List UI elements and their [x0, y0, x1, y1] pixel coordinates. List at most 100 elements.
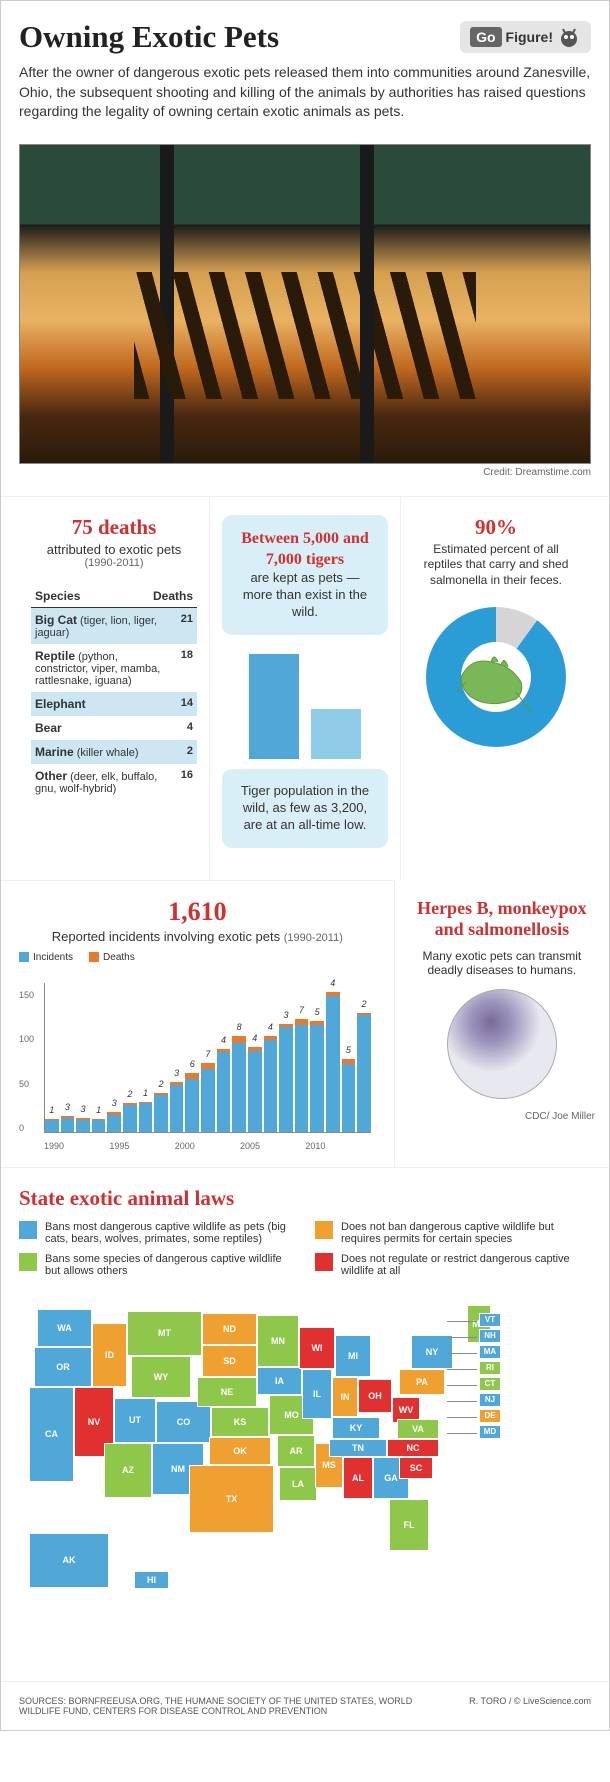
- diseases-column: Herpes B, monkeypox and salmonellosis Ma…: [395, 880, 609, 1167]
- footer: Sources: BornFreeUSA.org, The Humane Soc…: [1, 1681, 609, 1730]
- state-az: AZ: [104, 1443, 152, 1498]
- state-in: IN: [332, 1377, 358, 1417]
- state-id: ID: [92, 1323, 127, 1387]
- state-ky: KY: [332, 1417, 380, 1439]
- incidents-section: 1,610 Reported incidents involving exoti…: [1, 880, 395, 1167]
- state-oh: OH: [358, 1379, 392, 1413]
- state-callout-de: DE: [479, 1409, 501, 1423]
- state-callout-vt: VT: [479, 1313, 501, 1327]
- state-ut: UT: [114, 1398, 156, 1443]
- chart-bar: 3: [279, 1024, 293, 1132]
- state-tx: TX: [189, 1465, 274, 1533]
- tiger-callout-1: Between 5,000 and 7,000 tigers are kept …: [222, 515, 388, 635]
- incidents-sub: Reported incidents involving exotic pets…: [19, 929, 376, 944]
- x-axis: 19901995200020052010: [44, 1141, 371, 1151]
- tiger-bar-wild: [311, 709, 361, 759]
- chart-bar: 3: [107, 1112, 121, 1131]
- chart-bar: 3: [76, 1118, 90, 1132]
- chart-bar: 2: [357, 1013, 371, 1131]
- chart-bar: 2: [123, 1103, 137, 1131]
- state-wa: WA: [37, 1309, 92, 1347]
- table-row: Big Cat (tiger, lion, liger, jaguar)21: [31, 608, 197, 644]
- chart-bar: 6: [185, 1073, 199, 1131]
- chart-bar: 5: [342, 1059, 356, 1131]
- chart-bar: 1: [139, 1102, 153, 1132]
- chart-bar: 4: [264, 1036, 278, 1131]
- state-va: VA: [397, 1419, 439, 1439]
- footer-sources: Sources: BornFreeUSA.org, The Humane Soc…: [19, 1696, 419, 1716]
- table-row: Other (deer, elk, buffalo, gnu, wolf-hyb…: [31, 764, 197, 800]
- chart-bar: 8: [232, 1036, 246, 1131]
- legend-incidents: Incidents: [33, 952, 73, 963]
- reptile-headline: 90%: [413, 515, 579, 540]
- legend-item: Bans some species of dangerous captive w…: [19, 1253, 295, 1277]
- iguana-icon: [446, 637, 546, 722]
- tiger-bars: [222, 649, 388, 759]
- table-row: Elephant 14: [31, 692, 197, 716]
- tigers-column: Between 5,000 and 7,000 tigers are kept …: [210, 497, 401, 880]
- microscope-image: [447, 989, 557, 1099]
- state-ks: KS: [211, 1407, 269, 1437]
- mascot-icon: [557, 25, 581, 49]
- legend-item: Does not ban dangerous captive wildlife …: [315, 1221, 591, 1245]
- state-callout-nj: NJ: [479, 1393, 501, 1407]
- laws-title: State exotic animal laws: [19, 1186, 591, 1211]
- chart-bar: 3: [170, 1082, 184, 1131]
- state-il: IL: [302, 1369, 332, 1419]
- table-row: Marine (killer whale)2: [31, 740, 197, 764]
- col-deaths: Deaths: [153, 589, 193, 603]
- deaths-column: 75 deaths attributed to exotic pets (199…: [19, 497, 210, 880]
- state-callout-nh: NH: [479, 1329, 501, 1343]
- legend-deaths: Deaths: [103, 952, 135, 963]
- chart-bar: 7: [295, 1019, 309, 1132]
- legend-deaths-sq: [89, 952, 99, 962]
- chart-bar: 4: [217, 1049, 231, 1132]
- state-wi: WI: [299, 1327, 335, 1369]
- laws-legend: Bans most dangerous captive wildlife as …: [19, 1221, 591, 1277]
- deaths-headline: 75 deaths: [31, 515, 197, 540]
- page-title: Owning Exotic Pets: [19, 19, 279, 55]
- tiger-callout-2: Tiger population in the wild, as few as …: [222, 769, 388, 848]
- state-sc: SC: [399, 1457, 433, 1479]
- chart-bar: 4: [248, 1047, 262, 1132]
- state-nc: NC: [387, 1439, 439, 1457]
- intro-text: After the owner of dangerous exotic pets…: [19, 63, 591, 122]
- tiger-callout-bold: Between 5,000 and 7,000 tigers: [234, 529, 376, 571]
- legend-item: Does not regulate or restrict dangerous …: [315, 1253, 591, 1277]
- reptiles-column: 90% Estimated percent of all reptiles th…: [401, 497, 591, 880]
- state-mt: MT: [127, 1311, 202, 1356]
- chart-bar: 2: [154, 1093, 168, 1132]
- state-ny: NY: [411, 1335, 453, 1369]
- micro-credit: CDC/ Joe Miller: [409, 1111, 595, 1122]
- state-callout-md: MD: [479, 1425, 501, 1439]
- chart-bar: 5: [310, 1021, 324, 1132]
- state-ar: AR: [277, 1435, 315, 1467]
- chart-bar: 7: [201, 1063, 215, 1132]
- state-ne: NE: [197, 1377, 257, 1407]
- tiger-callout-text: are kept as pets — more than exist in th…: [243, 570, 367, 619]
- state-al: AL: [343, 1457, 373, 1499]
- state-mn: MN: [257, 1315, 299, 1367]
- state-co: CO: [156, 1401, 211, 1443]
- state-la: LA: [279, 1467, 317, 1501]
- state-sd: SD: [202, 1345, 257, 1377]
- gofigure-badge: Go Figure!: [460, 21, 591, 53]
- state-fl: FL: [389, 1499, 429, 1551]
- state-or: OR: [34, 1347, 92, 1387]
- chart-bar: 1: [45, 1119, 59, 1131]
- diseases-headline: Herpes B, monkeypox and salmonellosis: [409, 898, 595, 941]
- deaths-sub: attributed to exotic pets: [31, 542, 197, 557]
- incidents-number: 1,610: [19, 897, 376, 927]
- state-ok: OK: [209, 1437, 271, 1465]
- tiger-bar-pets: [249, 654, 299, 759]
- incidents-chart: 050100150 133132123674844375452 19901995…: [19, 971, 376, 1151]
- us-map: WAORCANVIDMTWYUTCOAZNMNDSDNEKSOKTXMNIAMO…: [19, 1293, 591, 1663]
- table-row: Bear 4: [31, 716, 197, 740]
- laws-section: State exotic animal laws Bans most dange…: [1, 1167, 609, 1681]
- col-species: Species: [35, 589, 80, 603]
- reptile-donut: [426, 607, 566, 747]
- state-ca: CA: [29, 1387, 74, 1482]
- state-callout-ct: CT: [479, 1377, 501, 1391]
- chart-legend: Incidents Deaths: [19, 952, 376, 963]
- table-row: Reptile (python, constrictor, viper, mam…: [31, 644, 197, 692]
